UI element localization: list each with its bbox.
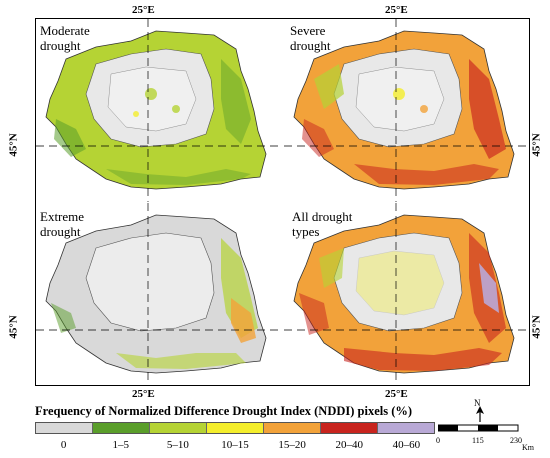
panel-moderate-drought: Moderate drought [36, 19, 282, 202]
legend-swatch-40-60 [378, 423, 434, 433]
lon-label-top-right: 25°E [385, 4, 408, 16]
scale-tick-230: 230 [510, 436, 522, 445]
legend-bar [35, 422, 435, 434]
legend-swatch-0 [36, 423, 93, 433]
north-label: N [474, 398, 481, 408]
lon-label-bottom-left: 25°E [132, 388, 155, 400]
panel-title-severe: Severe drought [290, 23, 331, 53]
map-frame: Moderate drought Severe drought [35, 18, 530, 386]
legend-label: 40–60 [392, 439, 421, 451]
legend-swatch-5-10 [150, 423, 207, 433]
panel-extreme-drought: Extreme drought [36, 203, 282, 386]
scale-unit: Km [522, 443, 534, 452]
scale-tick-115: 115 [472, 436, 484, 445]
legend-label: 15–20 [278, 439, 306, 451]
legend-swatch-20-40 [321, 423, 378, 433]
lon-label-top-left: 25°E [132, 4, 155, 16]
panel-title-extreme: Extreme drought [40, 209, 85, 239]
moderate-drought-map [36, 19, 282, 202]
legend-labels: 0 1–5 5–10 10–15 15–20 20–40 40–60 [35, 439, 435, 453]
legend-label: 1–5 [112, 439, 129, 451]
lat-label-left-top: 45°N [7, 133, 20, 157]
all-drought-types-map [284, 203, 530, 386]
legend-label: 5–10 [166, 439, 189, 451]
legend-swatch-15-20 [264, 423, 321, 433]
lat-label-right-bottom: 45°N [530, 315, 543, 339]
legend-title: Frequency of Normalized Difference Droug… [35, 404, 413, 418]
panel-divider-vertical [282, 19, 283, 385]
north-arrow-icon [476, 406, 484, 422]
legend-label: 0 [60, 439, 67, 451]
lon-label-bottom-right: 25°E [385, 388, 408, 400]
panel-title-all: All drought types [292, 209, 353, 239]
legend-swatch-1-5 [93, 423, 150, 433]
legend-swatch-10-15 [207, 423, 264, 433]
extreme-drought-map [36, 203, 282, 386]
severe-drought-map [284, 19, 530, 202]
panel-all-drought-types: All drought types [284, 203, 530, 386]
lat-label-left-bottom: 45°N [7, 315, 20, 339]
panel-title-moderate: Moderate drought [40, 23, 90, 53]
legend-label: 20–40 [335, 439, 364, 451]
scale-tick-0: 0 [436, 436, 440, 445]
panel-severe-drought: Severe drought [284, 19, 530, 202]
scale-bar-icon [438, 424, 519, 432]
lat-label-right-top: 45°N [530, 133, 543, 157]
legend-label: 10–15 [221, 439, 249, 451]
